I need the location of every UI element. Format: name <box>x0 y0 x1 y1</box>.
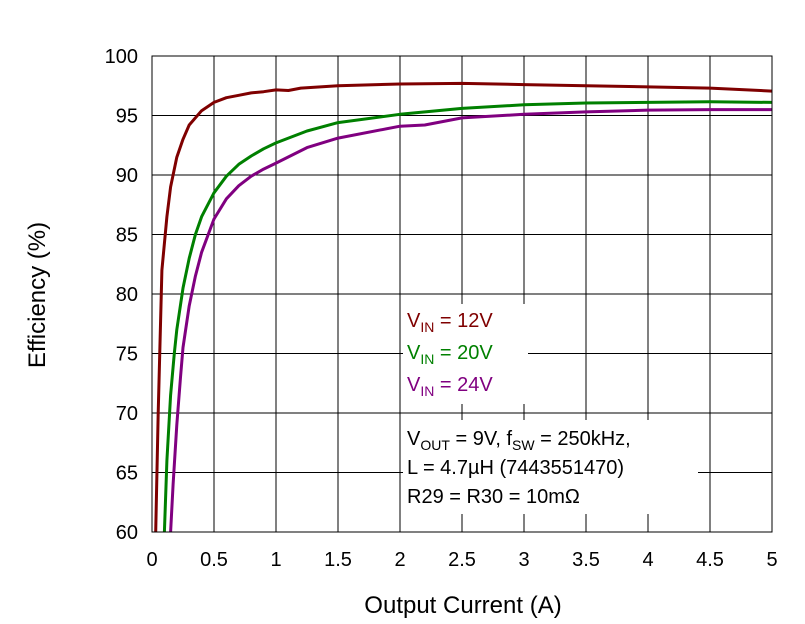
x-tick-label: 0 <box>146 549 157 571</box>
y-tick-label: 60 <box>116 522 138 544</box>
y-tick-label: 85 <box>116 225 138 247</box>
y-axis-label: Efficiency (%) <box>24 222 51 368</box>
x-tick-label: 4.5 <box>696 549 724 571</box>
x-tick-label: 1.5 <box>324 549 352 571</box>
x-tick-label: 0.5 <box>200 549 228 571</box>
series-lines <box>154 81 773 533</box>
x-tick-label: 3.5 <box>572 549 600 571</box>
legend-entry-vin-20v: VIN = 20V <box>407 342 493 367</box>
y-tick-label: 100 <box>105 46 138 68</box>
x-tick-label: 2.5 <box>448 549 476 571</box>
annotation-background <box>403 420 698 514</box>
series-line-12v <box>154 81 773 533</box>
x-tick-label: 4 <box>642 549 653 571</box>
series-line-24v <box>169 108 772 533</box>
conditions-annotation: VOUT = 9V, fSW = 250kHz, L = 4.7µH (7443… <box>403 420 698 514</box>
x-tick-labels: 0 0.5 1 1.5 2 2.5 3 3.5 4 4.5 5 <box>146 549 777 571</box>
legend-entry-vin-12v: VIN = 12V <box>407 310 493 335</box>
legend-background <box>403 304 528 404</box>
x-axis-label: Output Current (A) <box>364 592 561 619</box>
annotation-line-3: R29 = R30 = 10mΩ <box>407 486 580 508</box>
y-tick-labels: 60 65 70 75 80 85 90 95 100 <box>105 46 138 544</box>
x-tick-label: 2 <box>394 549 405 571</box>
y-tick-label: 95 <box>116 106 138 128</box>
y-tick-label: 90 <box>116 165 138 187</box>
legend: VIN = 12V VIN = 20V VIN = 24V <box>403 304 528 404</box>
annotation-line-2: L = 4.7µH (7443551470) <box>407 457 624 479</box>
legend-entry-vin-24v: VIN = 24V <box>407 374 493 399</box>
series-line-20v <box>162 100 773 533</box>
x-tick-label: 1 <box>270 549 281 571</box>
y-tick-label: 70 <box>116 403 138 425</box>
y-tick-label: 75 <box>116 344 138 366</box>
plot-frame <box>151 55 773 533</box>
y-tick-label: 80 <box>116 284 138 306</box>
annotation-line-1: VOUT = 9V, fSW = 250kHz, <box>407 428 631 453</box>
x-tick-label: 3 <box>518 549 529 571</box>
y-tick-label: 65 <box>116 463 138 485</box>
x-tick-label: 5 <box>766 549 777 571</box>
